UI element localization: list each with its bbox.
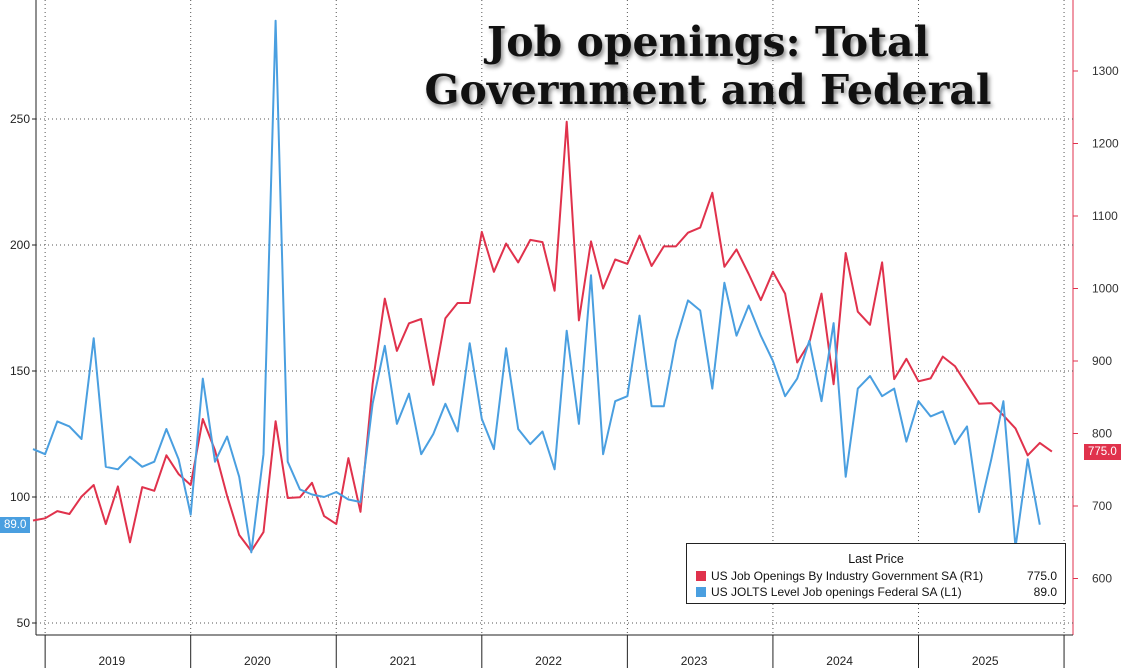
legend: Last Price US Job Openings By Industry G… — [686, 543, 1066, 604]
tick-label-right-700: 700 — [1092, 499, 1112, 513]
year-label-2023: 2023 — [681, 654, 708, 668]
tick-label-right-800: 800 — [1092, 427, 1112, 441]
tick-label-right-900: 900 — [1092, 354, 1112, 368]
legend-label-government: US Job Openings By Industry Government S… — [711, 569, 984, 583]
year-label-2024: 2024 — [826, 654, 853, 668]
year-label-2021: 2021 — [390, 654, 417, 668]
tick-label-right-600: 600 — [1092, 572, 1112, 586]
tick-label-right-1000: 1000 — [1092, 282, 1119, 296]
chart-title: Job openings: Total Government and Feder… — [424, 18, 992, 114]
legend-item-federal: US JOLTS Level Job openings Federal SA (… — [696, 585, 1057, 600]
year-label-2020: 2020 — [244, 654, 271, 668]
legend-swatch-federal — [696, 587, 706, 597]
last-value-badge-right: 775.0 — [1084, 443, 1121, 460]
tick-label-left-250: 250 — [10, 112, 30, 126]
tick-label-right-1100: 1100 — [1092, 209, 1118, 223]
tick-label-right-1200: 1200 — [1092, 137, 1119, 151]
series-line-federal — [32, 19, 1041, 554]
legend-value-government: 775.0 — [1026, 569, 1057, 583]
tick-label-left-150: 150 — [10, 364, 30, 378]
tick-label-left-100: 100 — [10, 490, 30, 504]
year-label-2022: 2022 — [535, 654, 562, 668]
year-label-2025: 2025 — [972, 654, 999, 668]
tick-label-left-200: 200 — [10, 238, 30, 252]
legend-swatch-government — [696, 571, 706, 581]
legend-item-government: US Job Openings By Industry Government S… — [696, 569, 1057, 584]
tick-label-left-50: 50 — [17, 616, 31, 630]
year-label-2019: 2019 — [98, 654, 125, 668]
legend-value-federal: 89.0 — [1033, 585, 1057, 599]
legend-label-federal: US JOLTS Level Job openings Federal SA (… — [711, 585, 962, 599]
series-line-government — [32, 120, 1053, 552]
last-value-badge-left: 89.0 — [0, 516, 31, 533]
legend-header: Last Price — [848, 552, 904, 566]
tick-label-right-1300: 1300 — [1092, 64, 1119, 78]
